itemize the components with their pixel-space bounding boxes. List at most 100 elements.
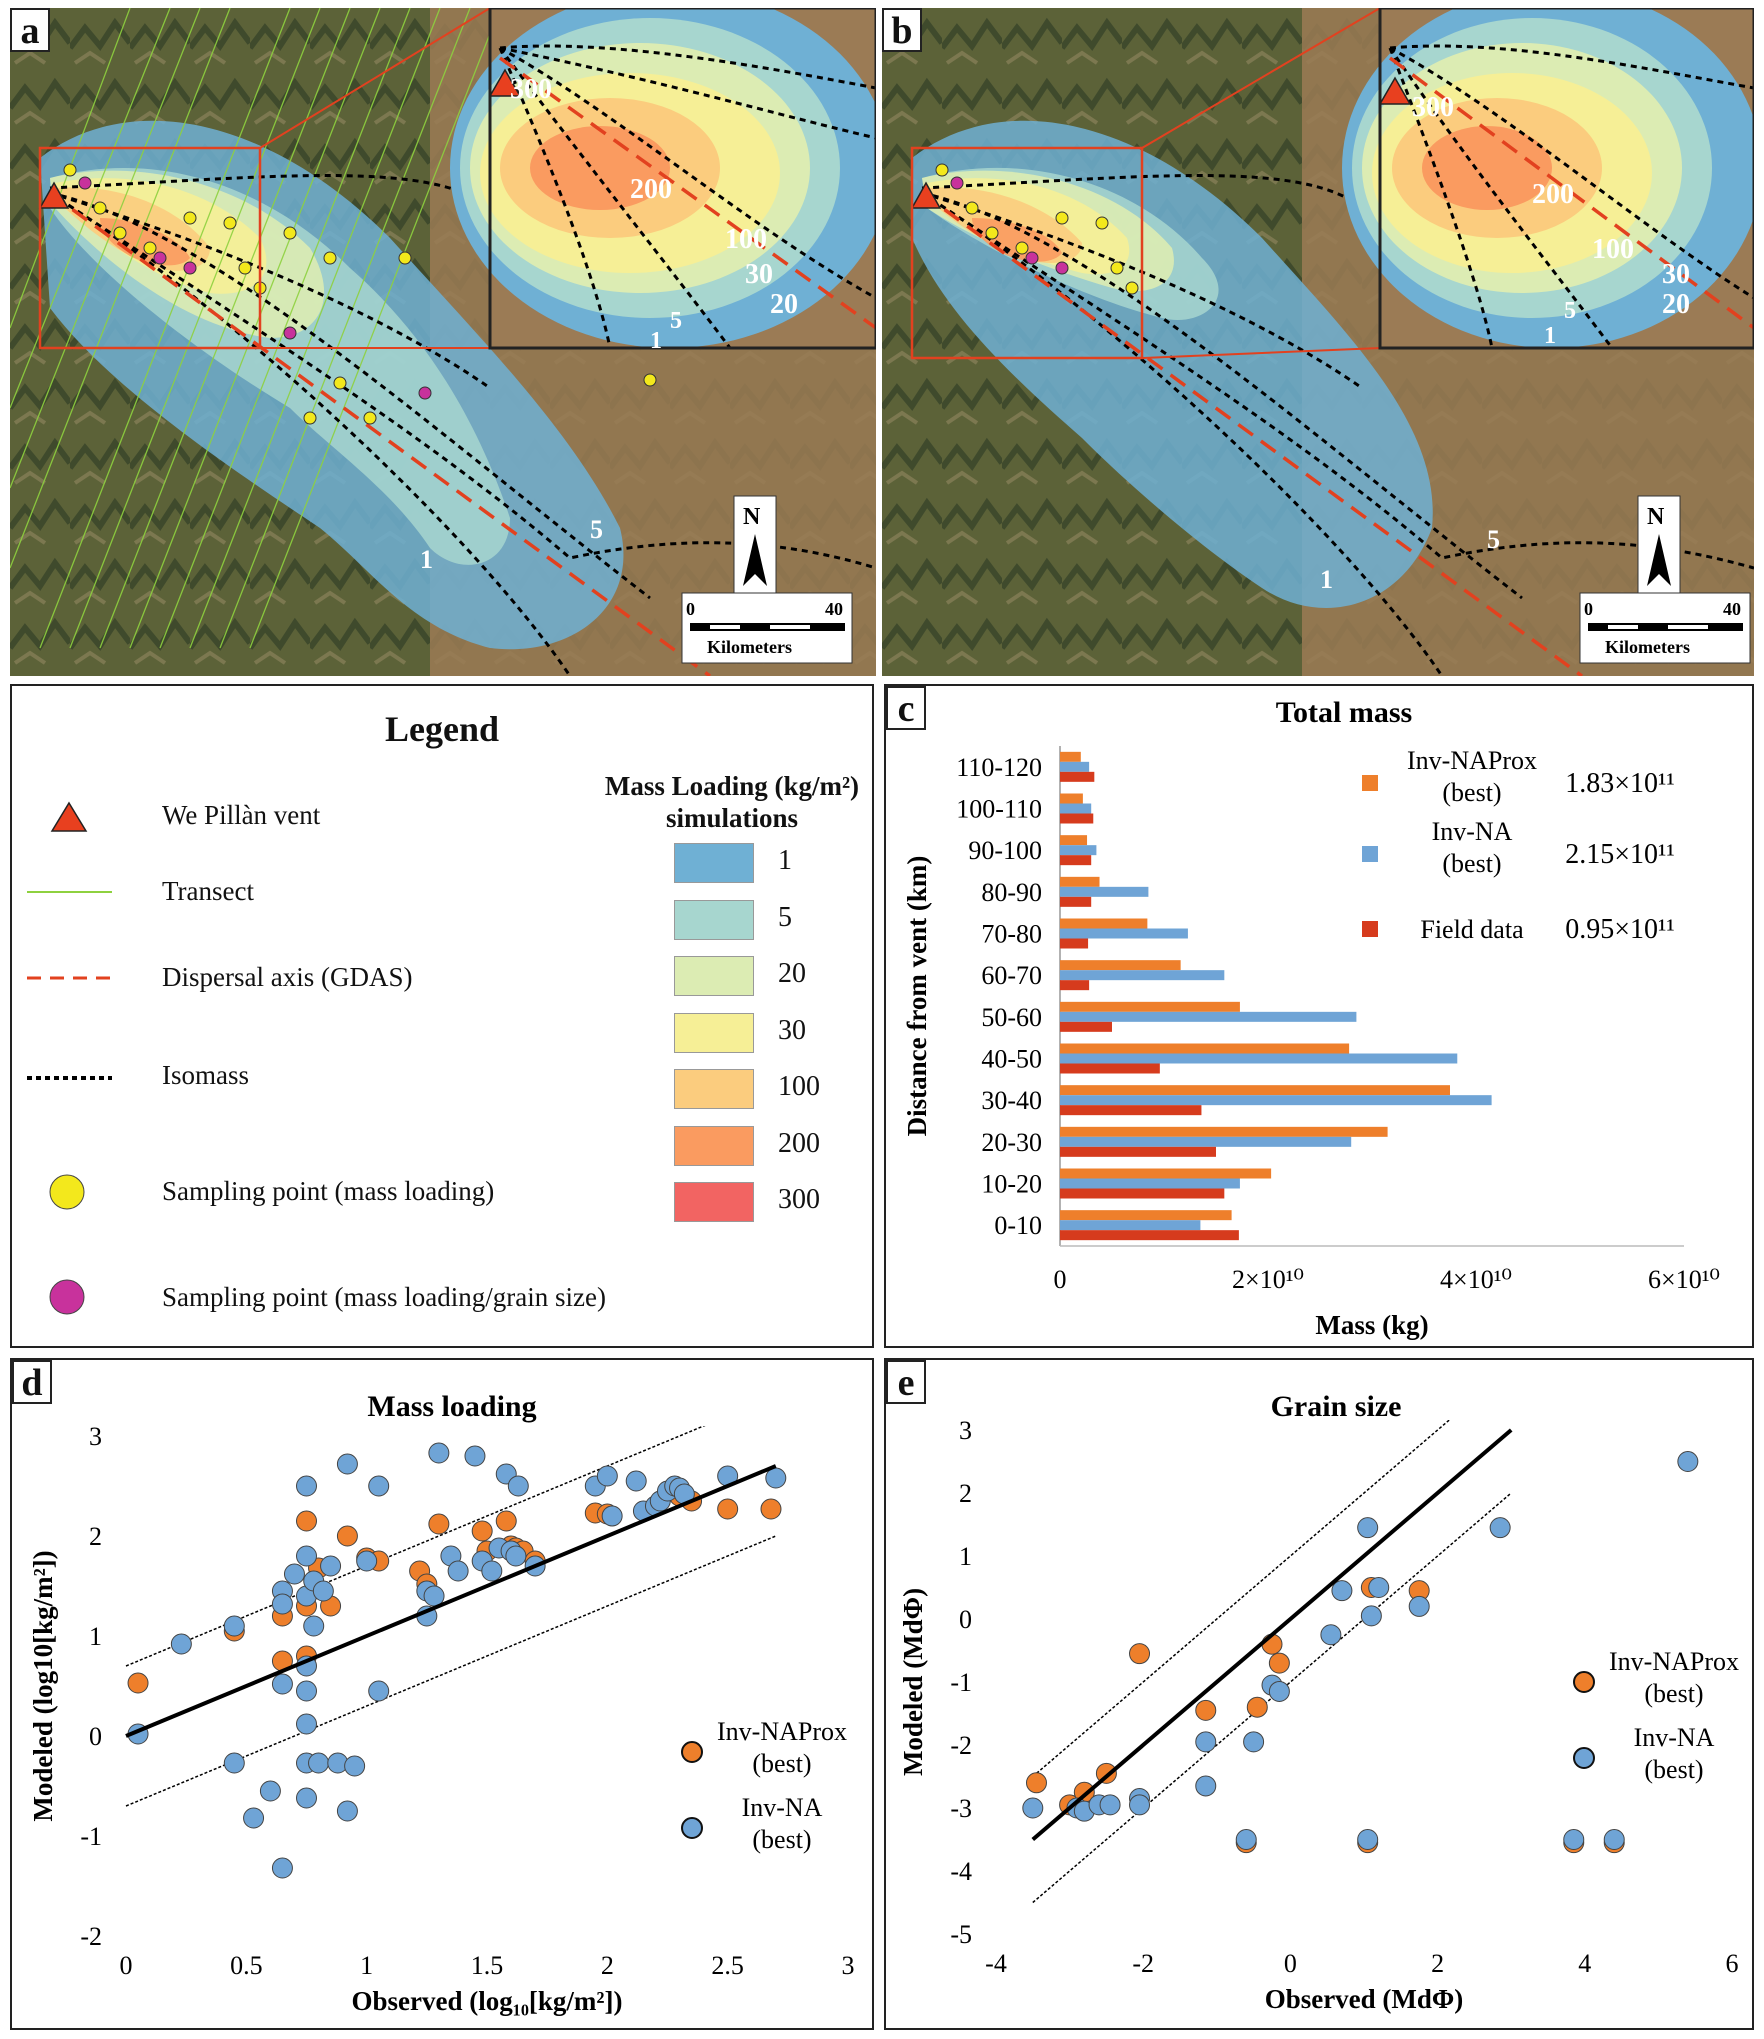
x-tick-label: 2×10¹⁰: [1232, 1265, 1304, 1294]
legend-panel: Legend We Pillàn vent Transect Dispersal…: [10, 684, 874, 1348]
bar-1: [1060, 970, 1225, 981]
scatter-point-1: [1603, 1829, 1625, 1850]
x-tick-label: -2: [1132, 1949, 1154, 1978]
scatter-point-1: [1235, 1829, 1257, 1850]
inset-a-label-1: 1: [650, 328, 662, 354]
bar-0: [1060, 1168, 1272, 1179]
x-tick-label: 4: [1578, 1949, 1591, 1978]
scatter-point-0: [336, 1525, 358, 1547]
north-arrow-icon-a: [743, 534, 767, 586]
scale-max-b: 40: [1723, 599, 1741, 619]
scatter-point-1: [1677, 1451, 1699, 1472]
scatter-point-1: [1489, 1517, 1511, 1539]
bar-0: [1060, 1043, 1350, 1054]
y-tick-label: 20-30: [981, 1128, 1042, 1157]
grain-size-chart: Grain size -4 -2 0 2 4 6 -5 -4 -3 -2 -1 0 1 2 3 Observed…: [898, 1390, 1739, 2014]
scatter-point-0: [127, 1672, 149, 1694]
map-b-label-5: 5: [1487, 525, 1500, 554]
mass-class-value: 20: [778, 958, 806, 989]
x-tick-label: 2.5: [711, 1951, 744, 1980]
bar-2: [1060, 980, 1090, 991]
scatter-point-1: [1368, 1577, 1390, 1598]
bar-1: [1060, 1053, 1458, 1064]
map-a-label-5: 5: [590, 515, 603, 544]
bar-1: [1060, 1095, 1492, 1106]
legend-series-qualifier: (best): [1644, 1755, 1703, 1784]
scatter-point-1: [336, 1800, 358, 1822]
scatter-point-1: [223, 1615, 245, 1637]
legend-item-vent: We Pillàn vent: [162, 800, 321, 830]
scatter-point-1: [464, 1445, 486, 1467]
y-tick-label: -3: [950, 1794, 972, 1823]
mass-class-value: 300: [778, 1184, 820, 1215]
mass-class-swatch: [674, 899, 754, 940]
mass-class-swatch: [674, 956, 754, 996]
scatter-point-1: [368, 1475, 390, 1497]
scale-unit-a: Kilometers: [707, 637, 792, 657]
y-tick-label: 70-80: [981, 920, 1042, 949]
legend-item-isomass: Isomass: [162, 1060, 249, 1090]
legend-marker-0: [681, 1741, 703, 1763]
legend-swatch-0: [1362, 775, 1378, 791]
y-tick-label: 90-100: [968, 836, 1042, 865]
scatter-point-1: [1268, 1680, 1290, 1702]
bar-2: [1060, 1146, 1216, 1157]
inset-a-label-5: 5: [670, 308, 682, 334]
bar-2: [1060, 896, 1092, 907]
mass-class-value: 5: [778, 901, 792, 933]
x-tick-label: 0: [120, 1951, 133, 1980]
bar-0: [1060, 793, 1083, 804]
scatter-point-0: [495, 1510, 517, 1532]
inset-b-label-20: 20: [1662, 289, 1690, 320]
scatter-point-1: [271, 1857, 293, 1879]
map-b-label-1: 1: [1320, 565, 1333, 594]
scatter-point-1: [1331, 1580, 1353, 1602]
scatter-point-1: [1360, 1605, 1382, 1627]
y-tick-label: 3: [89, 1422, 102, 1451]
scatter-point-1: [447, 1560, 469, 1582]
x-tick-label: 0: [1054, 1265, 1067, 1294]
scatter-point-1: [1357, 1829, 1379, 1850]
bar-2: [1060, 1188, 1225, 1199]
legend-series-total: 0.95×10¹¹: [1565, 914, 1675, 945]
vent-triangle-icon: [50, 801, 88, 832]
scatter-point-1: [625, 1470, 647, 1492]
scatter-point-1: [296, 1475, 317, 1497]
mass-loading-subtitle: simulations: [665, 803, 799, 833]
y-tick-label: 30-40: [981, 1086, 1042, 1115]
scatter-point-1: [344, 1755, 366, 1777]
scatter-point-1: [601, 1505, 623, 1527]
inset-b-label-100: 100: [1592, 234, 1634, 265]
inset-b-label-200: 200: [1532, 179, 1574, 210]
map-a-label-1: 1: [420, 545, 433, 574]
chart-c-title: Total mass: [1276, 696, 1412, 729]
scatter-point-1: [1195, 1731, 1217, 1753]
inset-b-label-300: 300: [1412, 92, 1454, 123]
north-label-b: N: [1647, 504, 1665, 530]
x-axis-label: Observed (log₁₀[kg/m²]): [351, 1986, 622, 2016]
scale-bar-b: [1588, 623, 1743, 631]
scatter-point-1: [259, 1780, 281, 1802]
bar-2: [1060, 938, 1089, 949]
scatter-point-1: [271, 1593, 293, 1615]
scatter-point-0: [471, 1520, 493, 1542]
bar-2: [1060, 1063, 1160, 1074]
fit-line: [1031, 1428, 1513, 1842]
inset-a-label-100: 100: [725, 224, 767, 255]
x-tick-label: 1: [360, 1951, 373, 1980]
y-axis-label: Modeled (log10[kg/m²]): [28, 1550, 58, 1821]
y-tick-label: -1: [950, 1668, 972, 1697]
scale-unit-b: Kilometers: [1605, 637, 1690, 657]
bar-2: [1060, 1230, 1239, 1241]
bar-1: [1060, 928, 1188, 939]
chart-d-panel: Mass loading 0 0.5 1 1.5 2 2.5 3 -2 -1 0 1 2 3 Observe…: [10, 1358, 874, 2030]
bar-0: [1060, 918, 1148, 929]
legend-symbols: [27, 801, 112, 1315]
legend-marker-1: [1573, 1747, 1595, 1769]
yellow-sample-icon: [49, 1174, 85, 1210]
x-tick-label: 0: [1284, 1949, 1297, 1978]
mass-class-value: 100: [778, 1071, 820, 1102]
y-tick-label: -4: [950, 1857, 972, 1886]
x-tick-label: -4: [985, 1949, 1007, 1978]
y-tick-label: -5: [950, 1920, 972, 1949]
